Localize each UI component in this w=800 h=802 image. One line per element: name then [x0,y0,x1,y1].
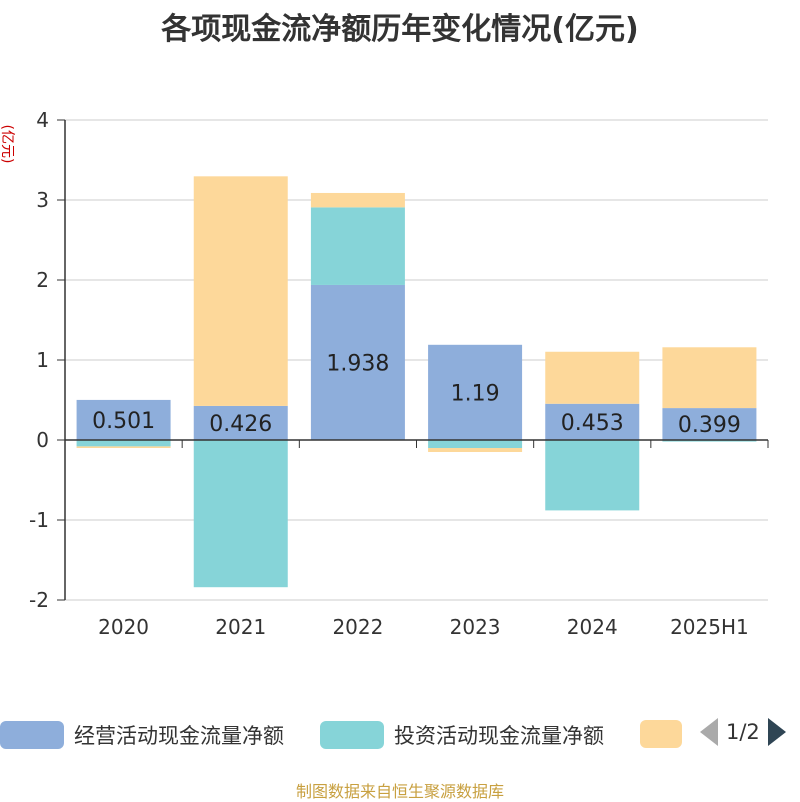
bar-series-2-2024[interactable] [545,440,640,511]
bar-series-3-2023[interactable] [428,448,523,452]
y-tick-label: -2 [29,588,49,612]
grid-lines [65,119,768,601]
legend-pager: 1/2 [700,718,786,746]
pager-next-icon[interactable] [767,718,786,746]
legend-swatch-financing [640,720,682,748]
x-tick-label: 2024 [567,615,618,639]
chart-plot: 4 3 2 1 0 -1 -2 2020 2021 2022 2023 2024 2025H1 0.50… [0,108,769,639]
data-label: 0.501 [92,409,155,434]
source-note: 制图数据来自恒生聚源数据库 [295,782,504,801]
legend-swatch-investing [320,721,384,749]
legend-item-operating[interactable]: 经营活动现金流量净额 [0,720,284,750]
chart-title: 各项现金流净额历年变化情况(亿元) [161,12,639,47]
bar-series-2-2022[interactable] [310,207,405,285]
data-label: 0.453 [561,411,624,436]
y-tick-label: 0 [36,428,49,452]
data-label: 1.938 [326,351,389,376]
bar-labels: 0.501 0.426 1.938 1.19 0.453 0.399 [92,351,741,438]
bar-series-2-2023[interactable] [428,440,523,448]
x-tick-label: 2023 [450,615,501,639]
legend: 经营活动现金流量净额 投资活动现金流量净额 1/2 [0,716,800,756]
y-tick-label: 1 [36,348,49,372]
y-tick-label: -1 [29,508,49,532]
bar-series-3-2024[interactable] [545,351,640,404]
axes: 4 3 2 1 0 -1 -2 2020 2021 2022 2023 2024 2025H1 [29,108,769,639]
x-tick-label: 2025H1 [670,615,749,639]
bar-series-3-2021[interactable] [193,176,288,406]
legend-item-financing[interactable] [640,720,682,748]
data-label: 1.19 [451,381,500,406]
x-tick-label: 2020 [98,615,149,639]
bar-series-3-2020[interactable] [76,446,171,448]
legend-swatch-operating [0,721,64,749]
bar-series-1-2020[interactable] [76,399,171,440]
y-tick-label: 4 [36,108,49,132]
data-label: 0.426 [209,412,272,437]
y-tick-label: 3 [36,188,49,212]
y-axis-unit-label: (亿元) [0,125,15,164]
pager-prev-icon[interactable] [700,718,718,746]
bar-series-2-2020[interactable] [76,440,171,447]
legend-label-investing: 投资活动现金流量净额 [394,724,604,748]
bar-series-2-2021[interactable] [193,440,288,588]
legend-label-operating: 经营活动现金流量净额 [74,724,284,748]
data-label: 0.399 [678,413,741,438]
bar-series-1-2023[interactable] [428,344,523,440]
bar-series-1-2022[interactable] [310,284,405,440]
bar-series-1-2025H1[interactable] [662,408,757,440]
bar-series-3-2025H1[interactable] [662,347,757,409]
x-tick-label: 2021 [215,615,266,639]
bar-series-2-2025H1[interactable] [662,440,757,442]
x-tick-label: 2022 [332,615,383,639]
bar-series-1-2024[interactable] [545,403,640,440]
bar-series-3-2022[interactable] [310,192,405,208]
pager-text: 1/2 [726,720,760,744]
y-tick-label: 2 [36,268,49,292]
legend-item-investing[interactable]: 投资活动现金流量净额 [320,720,604,750]
bar-series-1-2021[interactable] [193,405,288,440]
bars [76,176,757,588]
